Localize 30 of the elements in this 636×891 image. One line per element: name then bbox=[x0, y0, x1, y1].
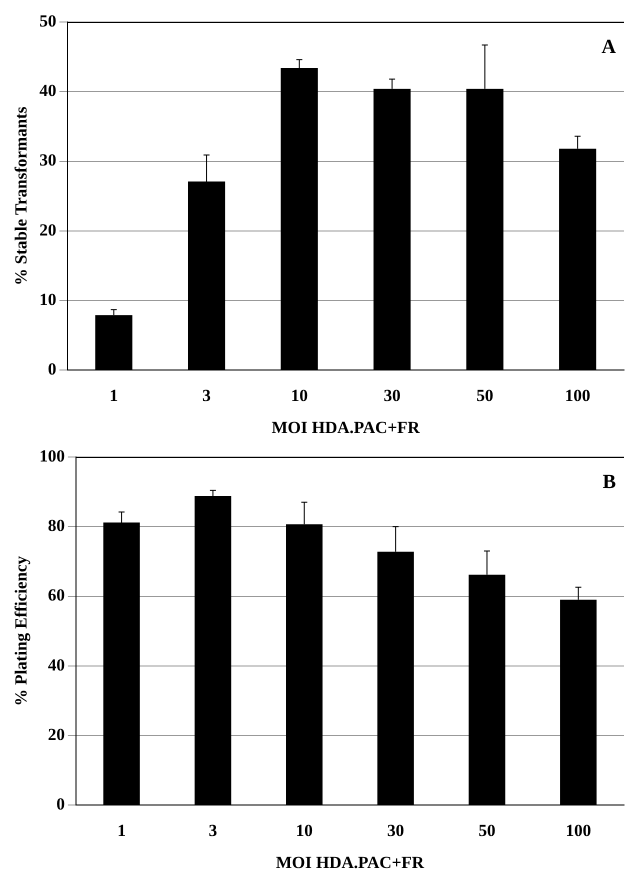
x-tick-label: 1 bbox=[110, 386, 118, 405]
x-tick-label: 100 bbox=[566, 820, 592, 840]
y-tick-label: 30 bbox=[39, 150, 56, 170]
y-tick-label: 40 bbox=[39, 81, 56, 100]
y-tick-label: 0 bbox=[56, 794, 65, 814]
y-tick-label: 0 bbox=[48, 360, 56, 379]
y-axis-title: % Stable Transformants bbox=[12, 106, 31, 286]
x-tick-label: 10 bbox=[290, 386, 308, 405]
x-tick-label: 100 bbox=[564, 386, 590, 405]
y-axis-title: % Plating Efficiency bbox=[12, 556, 31, 706]
y-tick-label: 10 bbox=[39, 290, 56, 309]
y-tick-label: 20 bbox=[48, 724, 65, 744]
x-tick-label: 30 bbox=[384, 386, 401, 405]
x-tick-label: 3 bbox=[202, 386, 211, 405]
y-tick-label: 60 bbox=[48, 586, 65, 605]
x-tick-label: 50 bbox=[476, 386, 494, 405]
x-axis-title: MOI HDA.PAC+FR bbox=[276, 853, 425, 872]
annotation: B bbox=[602, 471, 616, 494]
x-tick-label: 30 bbox=[387, 820, 404, 840]
x-tick-label: 3 bbox=[208, 820, 218, 840]
x-tick-label: 1 bbox=[117, 820, 126, 840]
y-tick-label: 20 bbox=[39, 220, 56, 240]
y-tick-label: 50 bbox=[39, 11, 56, 30]
x-tick-label: 50 bbox=[478, 820, 496, 840]
x-axis-title: MOI HDA.PAC+FR bbox=[272, 418, 421, 438]
annotation: A bbox=[602, 36, 617, 58]
y-tick-label: 40 bbox=[48, 655, 65, 674]
y-tick-label: 80 bbox=[48, 516, 65, 536]
y-tick-label: 100 bbox=[39, 446, 65, 466]
x-tick-label: 10 bbox=[296, 820, 313, 840]
